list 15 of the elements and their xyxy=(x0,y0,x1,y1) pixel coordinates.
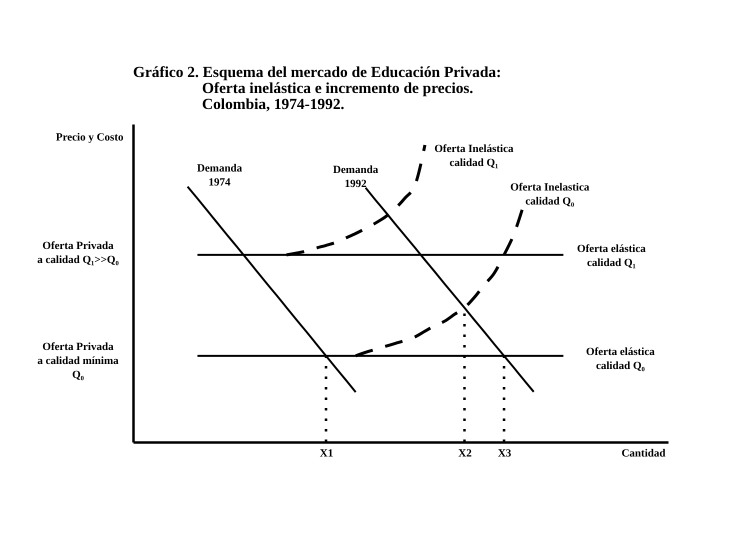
series-label: Oferta elástica calidad Q₁ xyxy=(577,242,646,269)
x-axis-title: Cantidad xyxy=(621,448,666,460)
x-tick-label: X3 xyxy=(498,448,512,460)
text: Oferta elástica calidad Q₀ xyxy=(586,346,656,372)
text: Oferta Privada a calidad Q₁>>Q₀ xyxy=(37,240,120,266)
chart-title: Gráfico 2. Esquema del mercado de Educación Privada: xyxy=(133,64,502,81)
chart-subtitle: Oferta inelástica e incremento de precios. Colombia, 1974-1992. xyxy=(202,80,474,113)
text: Oferta Privada a calidad mínima Q₀ xyxy=(37,341,120,381)
series-label: Oferta Inelástica calidad Q₁ xyxy=(434,143,514,169)
series-label: Demanda 1974 xyxy=(196,162,243,189)
y-axis-title: Precio y Costo xyxy=(56,132,124,144)
series-label: Oferta Inelastica calidad Q₀ xyxy=(510,181,590,208)
x-tick-label: X1 xyxy=(320,448,334,460)
x-tick-label: X2 xyxy=(458,448,472,460)
series-label: Demanda 1992 xyxy=(332,164,379,190)
